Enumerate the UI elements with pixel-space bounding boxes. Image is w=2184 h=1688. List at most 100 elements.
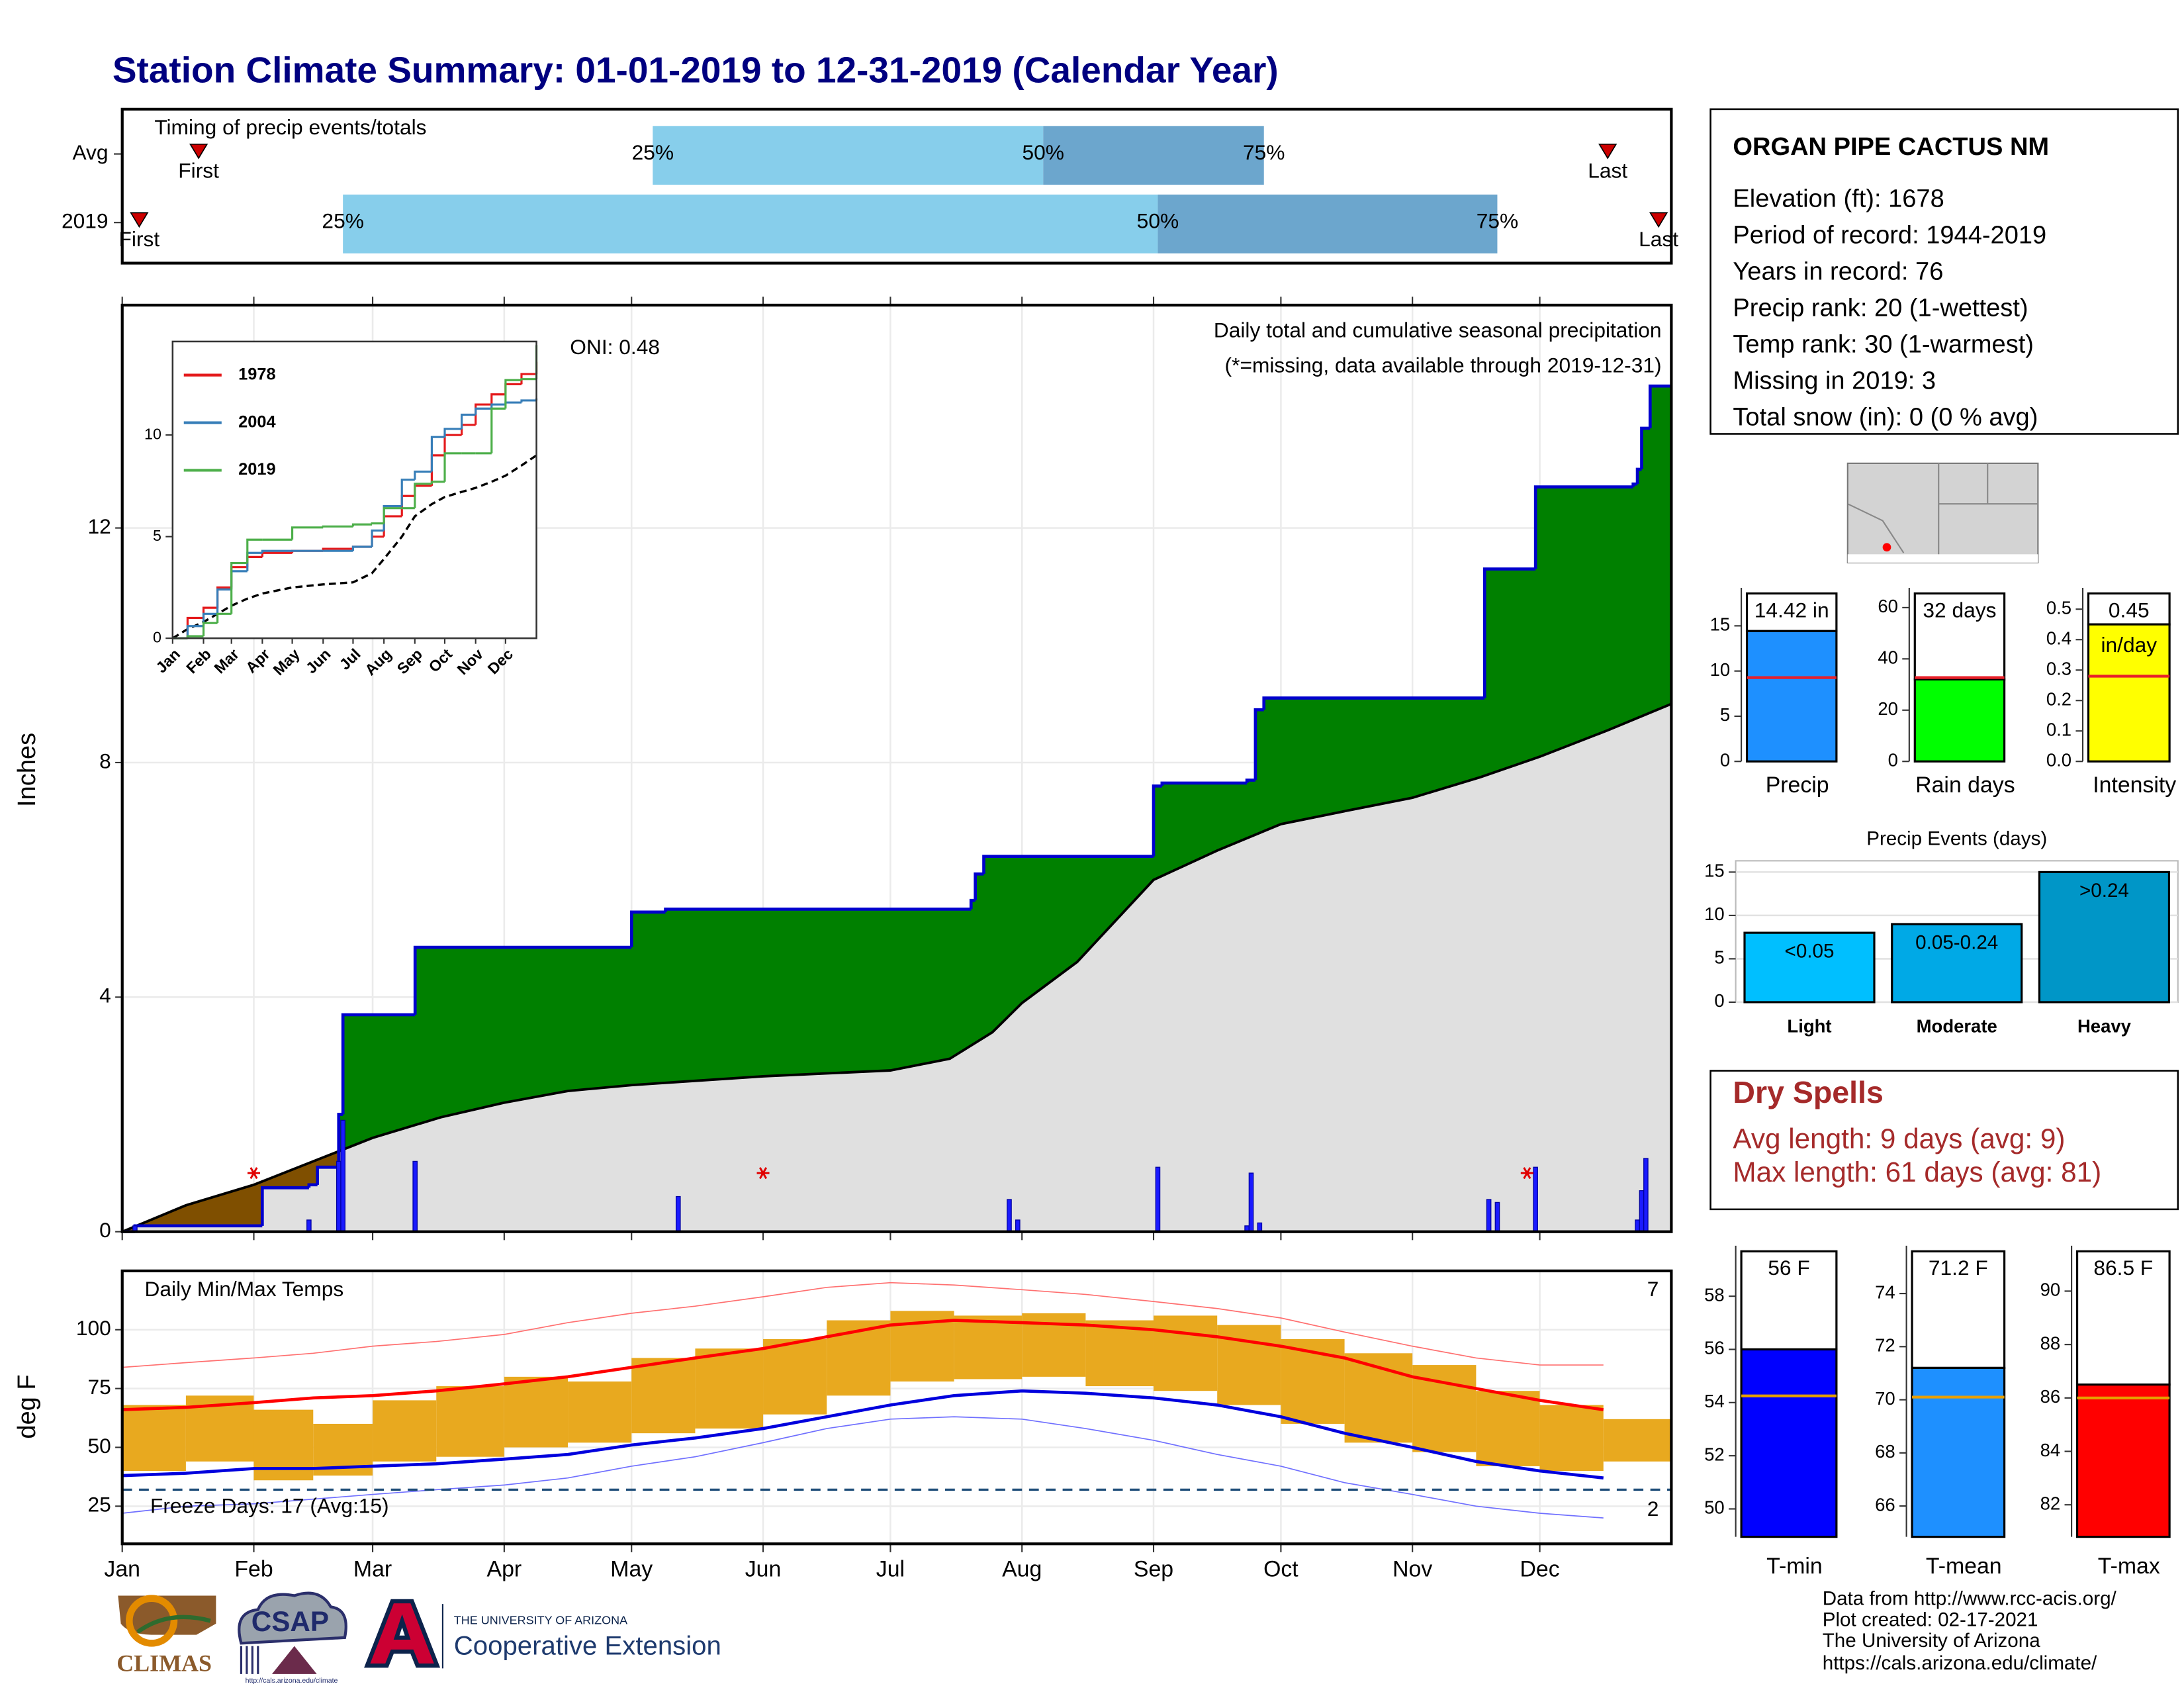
logo-ring (125, 1595, 178, 1647)
y-tick-label: 10 (144, 425, 161, 442)
daily-bar (1155, 1166, 1161, 1233)
missing-marker (247, 1167, 261, 1180)
bar (2087, 623, 2171, 763)
cumulative-step (260, 1186, 309, 1226)
temp-range (1539, 1405, 1604, 1472)
panel-title: Daily total and cumulative seasonal prec… (1214, 318, 1662, 342)
cumulative-step (337, 1113, 343, 1168)
inset-step (475, 403, 492, 425)
logo-text: CSAP (251, 1606, 329, 1637)
legend-label: 2019 (238, 460, 275, 479)
inset-step (504, 379, 522, 409)
quartile-label: 25% (322, 209, 363, 233)
daily-bar (1635, 1219, 1640, 1233)
cumulative-step (1253, 708, 1264, 780)
y-tick-label: 25 (88, 1493, 111, 1517)
inset-step (520, 378, 537, 381)
page-title: Station Climate Summary: 01-01-2019 to 1… (113, 49, 1279, 90)
value-label: 71.2 F (1929, 1256, 1988, 1280)
y-tick-label: 15 (1704, 861, 1725, 881)
panel-title: Timing of precip events/totals (154, 115, 426, 139)
y-tick-label: 56 (1704, 1338, 1725, 1358)
y-tick-label: 4 (99, 984, 111, 1008)
y-tick-label: 0.0 (2046, 750, 2071, 771)
footer-line: https://cals.arizona.edu/climate/ (1823, 1652, 2097, 1674)
label-box (1740, 1250, 1838, 1351)
inset-step (383, 507, 402, 524)
temp-range (1154, 1315, 1218, 1391)
daily-bar (340, 1119, 345, 1233)
dry-spells-title: Dry Spells (1733, 1075, 1883, 1109)
x-tick-label: Oct (1263, 1556, 1298, 1581)
bar-label: Rain days (1915, 773, 2015, 798)
y-tick-label: 70 (1875, 1388, 1895, 1409)
panel-border (120, 107, 1673, 265)
record-max-line (122, 1282, 1604, 1368)
quartile-label: 75% (1243, 140, 1285, 164)
cold-days: 2 (1647, 1497, 1659, 1521)
temp-range (504, 1376, 569, 1448)
y-tick-label: 5 (1720, 704, 1730, 725)
station-dot (1882, 543, 1891, 552)
y-tick-label: 100 (76, 1316, 111, 1340)
inset-step (230, 561, 248, 614)
label-box (1911, 1250, 2006, 1370)
daily-bar (1639, 1190, 1645, 1233)
bar-label: Precip (1766, 773, 1829, 798)
y-tick-label: 12 (88, 514, 111, 538)
bar-label: Intensity (2093, 773, 2176, 798)
cumulative-step (1245, 778, 1255, 783)
event-label: First (178, 158, 219, 182)
daily-bar (1643, 1158, 1649, 1233)
value-label: 32 days (1923, 598, 1996, 622)
bin-label: <0.05 (1785, 941, 1835, 962)
quartile-bar (653, 126, 1044, 185)
y-tick-label: 0 (1888, 750, 1898, 771)
y-tick-label: 15 (1710, 614, 1731, 635)
daily-bar (1494, 1201, 1500, 1233)
unit-label: in/day (2101, 633, 2157, 657)
daily-bar (1486, 1199, 1492, 1233)
bin-label: 0.05-0.24 (1915, 931, 1998, 953)
map-mexico (1847, 554, 2038, 563)
y-tick-label: 72 (1875, 1335, 1895, 1356)
inset-step (475, 407, 492, 415)
bar (1913, 678, 2006, 763)
inset-step (371, 522, 385, 525)
location-map (1846, 462, 2039, 564)
record-min-line (122, 1416, 1604, 1519)
normal-max-line (122, 1319, 1604, 1411)
daily-bar (306, 1219, 312, 1233)
station-line: Temp rank: 30 (1-warmest) (1733, 330, 2034, 358)
station-line: Period of record: 1944-2019 (1733, 221, 2046, 249)
dry-spells-line: Max length: 61 days (avg: 81) (1733, 1156, 2101, 1188)
temp-range (568, 1381, 632, 1443)
bar-label: T-mean (1926, 1554, 2002, 1579)
y-tick-label: 50 (1704, 1497, 1725, 1518)
y-tick-label: 0 (1714, 990, 1724, 1011)
cumulative-step (316, 1165, 339, 1185)
normal-min-line (122, 1389, 1604, 1479)
y-tick-label: 88 (2040, 1333, 2061, 1353)
temp-range (954, 1315, 1023, 1380)
legend-label: 2004 (238, 412, 275, 431)
cumulative-step (413, 945, 632, 1015)
panel-border (120, 1269, 1673, 1546)
inset-step (291, 526, 324, 540)
bar-label: T-min (1766, 1554, 1823, 1579)
mountain (271, 1646, 317, 1674)
y-tick-label: 0 (153, 628, 161, 645)
dry-spells-line: Avg length: 9 days (avg: 9) (1733, 1123, 2065, 1154)
station-line: Precip rank: 20 (1-wettest) (1733, 294, 2028, 322)
event-marker (1649, 212, 1668, 228)
x-tick-label: Dec (1520, 1556, 1559, 1581)
inset-step (246, 538, 263, 563)
label-box (1745, 592, 1838, 632)
row-label: 2019 (62, 209, 109, 233)
inset-step (202, 622, 218, 637)
ua-logo: THE UNIVERSITY OF ARIZONA Cooperative Ex… (364, 1599, 721, 1669)
daily-bar (675, 1196, 681, 1233)
y-tick-label: 0.2 (2046, 689, 2071, 710)
